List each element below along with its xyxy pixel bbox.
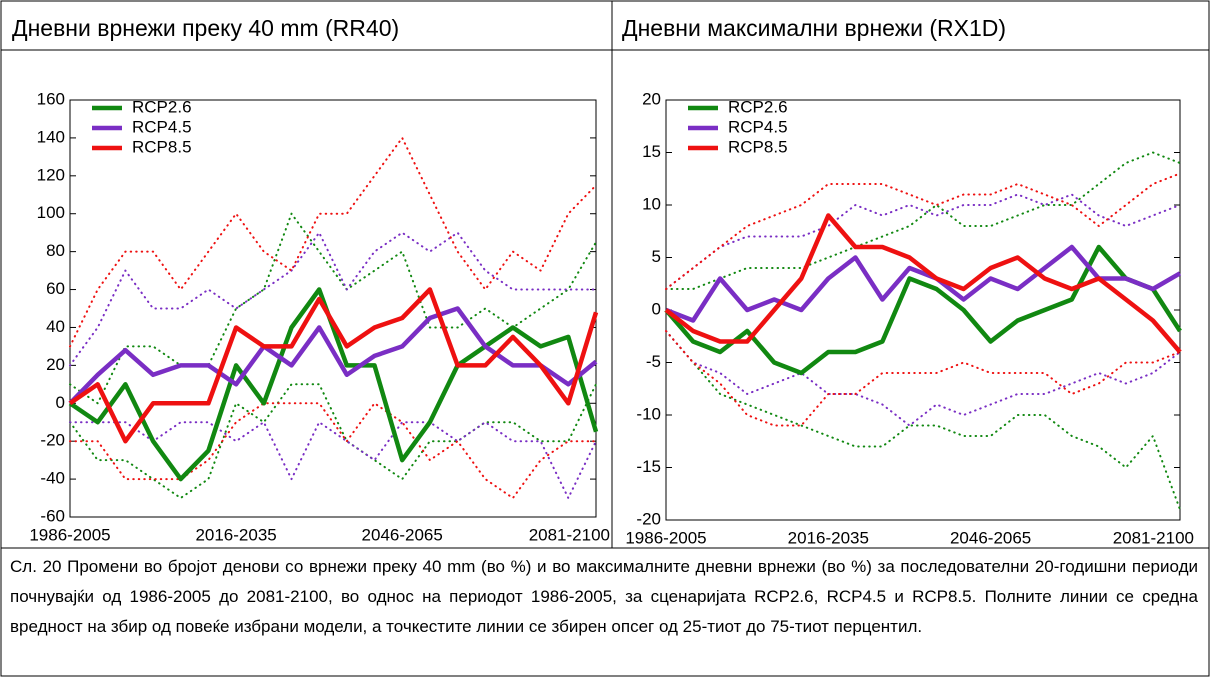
percentile-25-line — [665, 330, 1181, 511]
y-tick-label: -20 — [636, 509, 661, 528]
percentile-25-line — [69, 383, 597, 499]
x-tick-label: 2081-2100 — [1113, 528, 1194, 547]
percentile-25-line — [69, 421, 597, 499]
x-tick-label: 2016-2035 — [788, 528, 869, 547]
y-tick-label: 100 — [37, 203, 65, 222]
percentile-75-line — [665, 193, 1181, 290]
percentile-75-line — [665, 172, 1181, 290]
percentile-25-line — [69, 402, 597, 499]
legend-label: RCP4.5 — [132, 117, 192, 136]
y-tick-label: 5 — [652, 247, 661, 266]
legend-label: RCP8.5 — [728, 137, 788, 156]
y-tick-label: -20 — [40, 431, 65, 450]
x-tick-label: 2016-2035 — [195, 525, 276, 544]
y-tick-label: -15 — [636, 457, 661, 476]
y-tick-label: -10 — [636, 404, 661, 423]
y-tick-label: 0 — [56, 393, 65, 412]
y-tick-label: 20 — [46, 355, 65, 374]
y-tick-label: 0 — [652, 299, 661, 318]
y-tick-label: 40 — [46, 317, 65, 336]
mean-line — [68, 287, 599, 482]
y-tick-label: -60 — [40, 506, 65, 525]
y-tick-label: 15 — [642, 142, 661, 161]
chart-title: Дневни максимални врнежи (RX1D) — [622, 15, 1006, 41]
y-tick-label: 160 — [37, 89, 65, 108]
percentile-25-line — [665, 330, 1181, 427]
x-tick-label: 2046-2065 — [950, 528, 1031, 547]
legend-label: RCP2.6 — [728, 97, 788, 116]
legend-label: RCP4.5 — [728, 117, 788, 136]
chart-title: Дневни врнежи преку 40 mm (RR40) — [12, 15, 399, 41]
legend-label: RCP8.5 — [132, 137, 192, 156]
percentile-25-line — [665, 330, 1181, 427]
x-tick-label: 1986-2005 — [625, 528, 706, 547]
mean-line — [664, 213, 1182, 354]
caption: Сл. 20 Промени во бројот денови со врнеж… — [10, 557, 1198, 636]
mean-line — [665, 244, 1182, 323]
y-tick-label: 20 — [642, 89, 661, 108]
y-tick-label: 80 — [46, 241, 65, 260]
y-tick-label: 60 — [46, 279, 65, 298]
x-tick-label: 1986-2005 — [29, 525, 110, 544]
y-tick-label: 120 — [37, 165, 65, 184]
y-tick-label: -5 — [646, 352, 661, 371]
x-tick-label: 2081-2100 — [529, 525, 610, 544]
y-tick-label: -40 — [40, 469, 65, 488]
percentile-75-line — [69, 212, 597, 405]
plot-frame — [665, 99, 1181, 521]
mean-line — [68, 306, 598, 405]
plot-frame — [69, 99, 597, 518]
mean-line — [68, 287, 599, 444]
y-tick-label: 10 — [642, 194, 661, 213]
percentile-75-line — [69, 231, 597, 367]
percentile-75-line — [69, 136, 597, 348]
x-tick-label: 2046-2065 — [362, 525, 443, 544]
y-tick-label: 140 — [37, 127, 65, 146]
legend-label: RCP2.6 — [132, 97, 192, 116]
